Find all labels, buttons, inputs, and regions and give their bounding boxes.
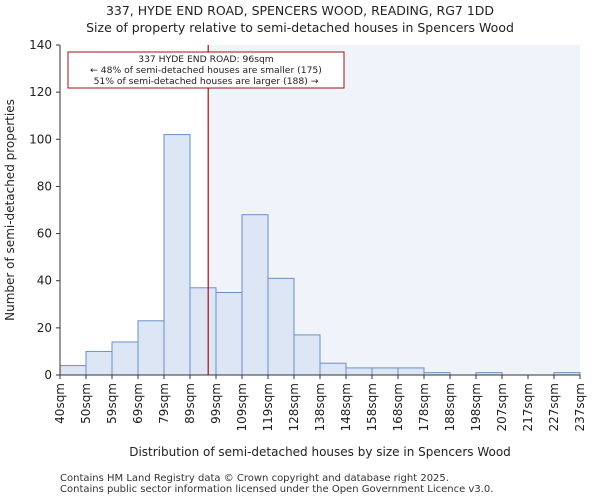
footer-line-2: Contains public sector information licen…: [60, 484, 494, 495]
annotation-line-1: 337 HYDE END ROAD: 96sqm: [138, 54, 274, 65]
y-tick-label: 40: [37, 274, 52, 288]
x-tick-label: 138sqm: [313, 383, 327, 431]
bar: [163, 134, 191, 376]
x-tick-label: 227sqm: [547, 383, 561, 431]
bar: [397, 367, 425, 376]
x-tick-label: 217sqm: [521, 383, 535, 431]
bar: [85, 350, 113, 376]
chart-title: 337, HYDE END ROAD, SPENCERS WOOD, READI…: [105, 3, 495, 18]
annotation-line-3: 51% of semi-detached houses are larger (…: [94, 76, 319, 87]
y-tick-label: 60: [37, 227, 52, 241]
y-tick-label: 120: [29, 85, 52, 99]
bar: [59, 365, 87, 376]
y-axis-label: Number of semi-detached properties: [3, 99, 17, 321]
y-tick-label: 20: [37, 321, 52, 335]
bar: [293, 334, 321, 376]
axes-group: 0 20 40 60 80 100 120 140 40sqm 50sqm 59sqm 69sqm 79…: [29, 38, 587, 431]
y-tick-label: 140: [29, 38, 52, 52]
x-tick-label: 158sqm: [365, 383, 379, 431]
footer-line-1: Contains HM Land Registry data © Crown c…: [60, 473, 449, 484]
x-tick-label: 59sqm: [105, 383, 119, 424]
y-tick-label: 100: [29, 132, 52, 146]
bar: [371, 367, 399, 376]
x-tick-label: 188sqm: [443, 383, 457, 431]
y-tick-label: 0: [44, 368, 52, 382]
x-tick-label: 237sqm: [573, 383, 587, 431]
bar: [137, 320, 165, 376]
chart-subtitle: Size of property relative to semi-detach…: [86, 20, 514, 35]
x-tick-label: 50sqm: [79, 383, 93, 424]
bar: [189, 287, 217, 376]
bar: [345, 367, 373, 376]
x-axis-label: Distribution of semi-detached houses by …: [129, 445, 511, 459]
x-tick-label: 109sqm: [235, 383, 249, 431]
x-tick-label: 148sqm: [339, 383, 353, 431]
bar: [215, 292, 243, 376]
x-tick-label: 198sqm: [469, 383, 483, 431]
x-tick-label: 168sqm: [391, 383, 405, 431]
x-tick-label: 79sqm: [157, 383, 171, 424]
x-tick-label: 178sqm: [417, 383, 431, 431]
annotation-box: [67, 51, 345, 89]
bar: [111, 341, 139, 376]
x-tick-label: 89sqm: [183, 383, 197, 424]
x-tick-label: 119sqm: [261, 383, 275, 431]
bar: [267, 277, 295, 376]
x-tick-label: 69sqm: [131, 383, 145, 424]
x-tick-label: 99sqm: [209, 383, 223, 424]
x-tick-label: 40sqm: [53, 383, 67, 424]
x-tick-label: 207sqm: [495, 383, 509, 431]
annotation-line-2: ← 48% of semi-detached houses are smalle…: [90, 65, 322, 76]
bar: [241, 214, 269, 376]
bar: [319, 362, 347, 376]
x-tick-label: 128sqm: [287, 383, 301, 431]
y-tick-label: 80: [37, 179, 52, 193]
bars-group: [59, 134, 581, 376]
